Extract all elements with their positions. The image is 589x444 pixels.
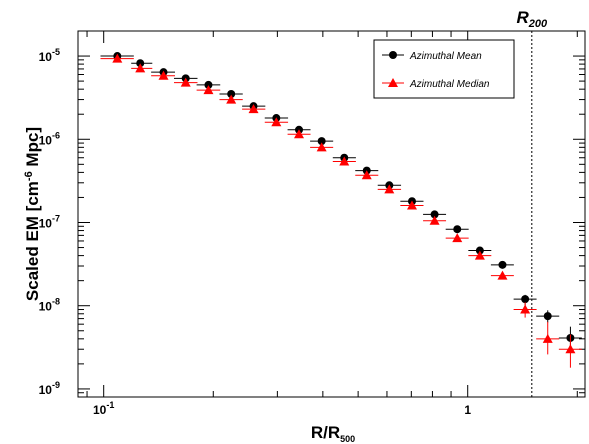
data-point [452, 233, 463, 243]
plot-frame [77, 30, 586, 398]
x-tick-label-main: 10 [93, 403, 107, 417]
legend-label: Azimuthal Mean [409, 51, 482, 62]
data-point [248, 104, 259, 114]
x-tick-label: 1 [464, 403, 471, 417]
data-point [180, 77, 191, 87]
y-tick-label-sup: -6 [52, 130, 60, 140]
data-point [430, 210, 439, 219]
data-point [520, 304, 531, 314]
data-point [474, 250, 485, 260]
series-median [100, 53, 582, 368]
y-tick-label-sup: -9 [52, 380, 60, 390]
y-axis-title-sup: -6 [23, 171, 35, 181]
data-point [543, 312, 552, 321]
y-axis-title-pre: Scaled EM [cm [23, 181, 42, 301]
x-axis-title: R/R500 [311, 423, 355, 444]
data-point [271, 117, 282, 127]
y-tick-label-main: 10 [39, 216, 53, 230]
r200-label-main: R [516, 8, 529, 27]
data-point [135, 63, 146, 73]
y-tick-label: 10-7 [39, 213, 60, 230]
y-tick-label: 10-8 [39, 297, 60, 314]
data-point [453, 225, 462, 234]
data-point [112, 53, 123, 63]
legend-marker [388, 78, 398, 87]
y-tick-label-main: 10 [39, 50, 53, 64]
y-tick-label-main: 10 [39, 383, 53, 397]
data-point [521, 295, 530, 304]
data-point [498, 260, 507, 269]
x-axis-title-main: R/R [311, 423, 340, 442]
data-point [542, 333, 553, 343]
data-point [565, 344, 576, 354]
y-tick-label-sup: -8 [52, 297, 60, 307]
data-point [294, 129, 305, 139]
data-point [203, 85, 214, 95]
data-point [316, 142, 327, 152]
x-tick-label-main: 1 [464, 403, 471, 417]
legend-marker [389, 51, 397, 59]
y-tick-label-main: 10 [39, 300, 53, 314]
data-point [158, 70, 169, 80]
legend-label: Azimuthal Median [409, 79, 490, 90]
data-point [497, 270, 508, 280]
data-point [429, 215, 440, 225]
y-tick-label: 10-5 [39, 47, 60, 64]
y-tick-label-sup: -5 [52, 47, 60, 57]
data-point [384, 184, 395, 194]
r200-label-sub: 200 [528, 18, 548, 30]
y-axis-title: Scaled EM [cm-6 Mpc] [23, 127, 42, 301]
data-point [227, 89, 236, 98]
data-point [361, 170, 372, 180]
y-tick-label: 10-9 [39, 380, 60, 397]
y-axis-title-post: Mpc] [23, 127, 42, 171]
data-point [406, 200, 417, 210]
data-point [226, 94, 237, 104]
x-tick-label-sup: -1 [106, 400, 114, 410]
data-point [339, 156, 350, 166]
data-point [136, 59, 145, 68]
y-tick-label: 10-6 [39, 130, 60, 147]
data-point [204, 80, 213, 89]
data-point [475, 246, 484, 255]
data-point [317, 137, 326, 146]
legend-box [373, 39, 515, 99]
x-axis-title-sub: 500 [340, 434, 355, 444]
x-tick-label: 10-1 [93, 400, 114, 417]
y-tick-label-main: 10 [39, 133, 53, 147]
y-tick-label-sup: -7 [52, 213, 60, 223]
r200-label: R200 [516, 8, 548, 30]
